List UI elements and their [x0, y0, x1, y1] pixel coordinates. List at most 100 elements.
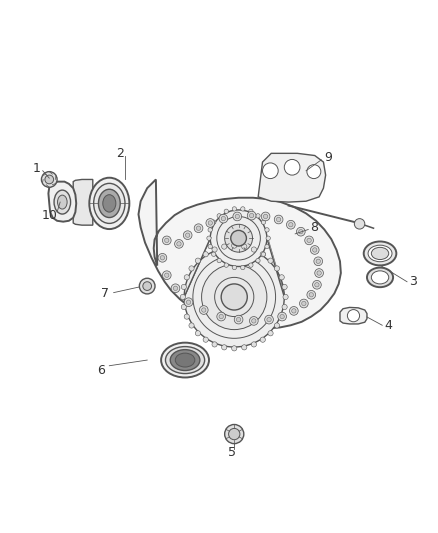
Polygon shape	[138, 180, 341, 328]
Circle shape	[232, 265, 237, 270]
Circle shape	[189, 266, 194, 271]
Circle shape	[314, 257, 322, 265]
Ellipse shape	[89, 177, 129, 229]
Circle shape	[225, 224, 253, 252]
Circle shape	[242, 345, 247, 350]
Circle shape	[175, 239, 184, 248]
Circle shape	[256, 214, 260, 218]
Circle shape	[282, 284, 287, 289]
Circle shape	[265, 244, 269, 249]
Circle shape	[162, 271, 171, 279]
Text: 4: 4	[385, 319, 393, 332]
Polygon shape	[340, 308, 367, 324]
Circle shape	[240, 207, 245, 211]
Circle shape	[286, 220, 295, 229]
Circle shape	[217, 214, 221, 218]
Circle shape	[250, 213, 254, 218]
Circle shape	[284, 159, 300, 175]
Circle shape	[208, 221, 212, 225]
Circle shape	[278, 312, 286, 321]
Circle shape	[251, 247, 257, 252]
Circle shape	[299, 230, 303, 234]
Ellipse shape	[94, 183, 125, 223]
Circle shape	[279, 274, 284, 280]
Circle shape	[212, 252, 216, 256]
Circle shape	[313, 280, 321, 289]
Circle shape	[302, 301, 306, 305]
Circle shape	[219, 314, 223, 319]
Circle shape	[196, 226, 201, 230]
Circle shape	[315, 282, 319, 287]
Circle shape	[225, 424, 244, 443]
Circle shape	[173, 286, 178, 290]
Circle shape	[165, 273, 169, 277]
Ellipse shape	[371, 247, 389, 260]
Circle shape	[203, 252, 208, 257]
Circle shape	[208, 244, 212, 249]
Circle shape	[260, 337, 265, 342]
Ellipse shape	[99, 189, 120, 217]
Circle shape	[266, 236, 270, 240]
Circle shape	[181, 284, 187, 289]
Circle shape	[224, 209, 229, 213]
Circle shape	[309, 293, 314, 297]
Circle shape	[250, 317, 258, 325]
Circle shape	[290, 306, 298, 315]
Ellipse shape	[166, 346, 205, 374]
Circle shape	[165, 238, 169, 243]
Circle shape	[260, 252, 265, 257]
Circle shape	[265, 315, 273, 324]
Circle shape	[261, 212, 270, 221]
Circle shape	[240, 265, 245, 270]
Circle shape	[265, 228, 269, 232]
Circle shape	[212, 220, 216, 224]
Circle shape	[186, 300, 191, 304]
Circle shape	[160, 256, 165, 260]
Circle shape	[184, 314, 189, 319]
Circle shape	[297, 228, 305, 236]
Circle shape	[199, 305, 208, 314]
Circle shape	[313, 248, 317, 252]
Circle shape	[237, 318, 241, 322]
Circle shape	[221, 284, 247, 310]
Circle shape	[261, 252, 266, 256]
Circle shape	[316, 259, 321, 263]
Ellipse shape	[161, 343, 209, 377]
Circle shape	[300, 299, 308, 308]
Circle shape	[184, 231, 192, 239]
Circle shape	[184, 274, 189, 280]
Circle shape	[311, 246, 319, 254]
Circle shape	[249, 263, 253, 268]
Circle shape	[224, 263, 229, 268]
Circle shape	[195, 258, 201, 263]
Ellipse shape	[57, 195, 67, 209]
Circle shape	[247, 211, 256, 220]
Circle shape	[203, 337, 208, 342]
Circle shape	[274, 266, 279, 271]
Circle shape	[229, 429, 240, 440]
Circle shape	[171, 284, 180, 293]
Polygon shape	[73, 180, 93, 225]
Circle shape	[307, 238, 311, 243]
Circle shape	[283, 294, 288, 300]
Circle shape	[210, 210, 267, 266]
Circle shape	[189, 323, 194, 328]
Text: 10: 10	[41, 208, 57, 222]
Circle shape	[184, 247, 284, 347]
Circle shape	[195, 330, 201, 336]
Circle shape	[162, 236, 171, 245]
Polygon shape	[48, 182, 76, 222]
Circle shape	[292, 309, 296, 313]
Circle shape	[315, 269, 323, 277]
Circle shape	[268, 330, 273, 336]
Circle shape	[251, 342, 257, 347]
Text: 1: 1	[33, 162, 41, 175]
Circle shape	[307, 165, 321, 179]
Circle shape	[347, 310, 360, 322]
Circle shape	[212, 342, 217, 347]
Circle shape	[262, 163, 278, 179]
Circle shape	[280, 314, 284, 319]
Circle shape	[234, 315, 243, 324]
Circle shape	[279, 314, 284, 319]
Text: 2: 2	[116, 147, 124, 160]
